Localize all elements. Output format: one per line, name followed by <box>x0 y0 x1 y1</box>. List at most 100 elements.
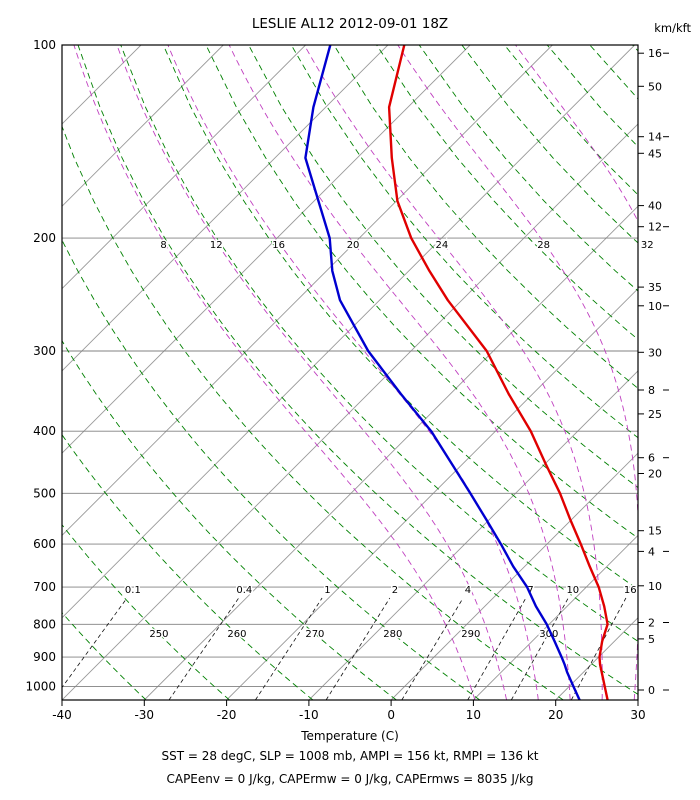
dry-adiabat-line <box>248 45 638 489</box>
isotherm-line <box>62 45 389 372</box>
moist-adiabat-label: 32 <box>641 240 654 251</box>
temp-tick-label: 0 <box>387 708 395 722</box>
isotherm-line <box>390 452 638 700</box>
dry-adiabat-line <box>632 45 638 52</box>
height-kft-label: 40 <box>648 200 662 213</box>
mixing-ratio-line <box>401 597 464 700</box>
height-km-label: 8 <box>648 384 655 397</box>
height-kft-label: 35 <box>648 281 662 294</box>
moist-adiabat-label: 12 <box>210 240 223 251</box>
dry-adiabat-line <box>120 45 638 642</box>
isotherm-line <box>62 45 471 454</box>
mixing-ratio-line <box>255 597 323 700</box>
pressure-tick-label: 900 <box>33 650 56 664</box>
footer-line-1: SST = 28 degC, SLP = 1008 mb, AMPI = 156… <box>161 749 538 763</box>
moist-adiabat-line <box>228 45 571 700</box>
dry-adiabat-line <box>162 45 638 590</box>
mixing-ratio-label: 2 <box>392 585 398 596</box>
height-km-label: 4 <box>648 545 655 558</box>
dry-adiabat-line <box>546 45 638 148</box>
pressure-tick-label: 800 <box>33 617 56 631</box>
isotherm-line <box>62 45 636 619</box>
isotherm-line <box>62 123 638 700</box>
grid-layer <box>0 45 700 700</box>
dry-adiabat-line <box>589 45 638 100</box>
pressure-tick-label: 1000 <box>25 679 56 693</box>
temp-tick-label: -40 <box>52 708 72 722</box>
dry-adiabat-line <box>675 45 700 700</box>
mixing-ratio-label: 0.4 <box>236 585 252 596</box>
pressure-tick-label: 100 <box>33 38 56 52</box>
height-km-label: 16 <box>648 47 662 60</box>
dry-adiabat-label: 290 <box>461 629 480 640</box>
pressure-tick-label: 700 <box>33 580 56 594</box>
mixing-ratio-line <box>62 597 128 689</box>
height-km-label: 14 <box>648 131 662 144</box>
footer-line-2: CAPEenv = 0 J/kg, CAPErmw = 0 J/kg, CAPE… <box>166 772 533 786</box>
pressure-tick-label: 300 <box>33 344 56 358</box>
mixing-ratio-line <box>168 597 240 700</box>
dry-adiabat-line <box>333 45 638 389</box>
dewpoint-curve <box>304 45 581 700</box>
pressure-tick-label: 400 <box>33 424 56 438</box>
isotherm-line <box>143 205 638 700</box>
moist-adiabat-label: 8 <box>160 240 166 251</box>
right-axis-unit-label: km/kft <box>654 21 691 35</box>
isotherm-line <box>308 370 638 700</box>
moist-adiabat-line <box>397 45 638 700</box>
isotherm-line <box>226 287 638 700</box>
dry-adiabat-label: 270 <box>305 629 324 640</box>
height-kft-label: 15 <box>648 525 662 538</box>
chart-title: LESLIE AL12 2012-09-01 18Z <box>252 16 448 32</box>
temp-tick-label: 10 <box>466 708 481 722</box>
temp-tick-label: 30 <box>630 708 645 722</box>
dry-adiabat-label: 280 <box>383 629 402 640</box>
dry-adiabat-line <box>77 45 638 695</box>
dry-adiabat-label: 250 <box>149 629 168 640</box>
temp-tick-label: -20 <box>217 708 237 722</box>
mixing-ratio-line <box>510 597 569 700</box>
moist-adiabat-label: 20 <box>347 240 360 251</box>
temp-tick-label: -10 <box>299 708 319 722</box>
moist-adiabat-line <box>73 45 476 700</box>
mixing-ratio-label: 16 <box>624 585 637 596</box>
mixing-ratio-label: 0.1 <box>125 585 141 596</box>
dry-adiabat-line <box>62 433 314 700</box>
mixing-ratio-line <box>467 597 527 700</box>
temp-tick-label: -30 <box>134 708 154 722</box>
height-kft-label: 45 <box>648 147 662 160</box>
mixing-ratio-label: 7 <box>527 585 533 596</box>
mixing-ratio-label: 4 <box>465 585 471 596</box>
mixing-ratio-line <box>570 597 627 700</box>
dry-adiabat-label: 300 <box>539 629 558 640</box>
dry-adiabat-line <box>376 45 638 341</box>
isotherm-line <box>555 617 638 700</box>
isotherm-line <box>0 45 59 700</box>
temp-tick-label: 20 <box>548 708 563 722</box>
dry-adiabat-line <box>62 524 230 700</box>
height-kft-label: 5 <box>648 633 655 646</box>
height-kft-label: 50 <box>648 80 662 93</box>
dry-adiabat-line <box>62 239 481 700</box>
moist-adiabat-line <box>167 45 539 700</box>
temperature-curve <box>387 45 609 700</box>
height-km-label: 0 <box>648 684 655 697</box>
mixing-ratio-line <box>325 597 391 700</box>
dry-adiabat-line <box>62 125 564 700</box>
dry-adiabat-line <box>62 698 63 700</box>
height-kft-label: 20 <box>648 468 662 481</box>
pressure-tick-label: 500 <box>33 486 56 500</box>
isotherm-line <box>62 45 306 290</box>
moist-adiabat-line <box>303 45 603 700</box>
height-kft-label: 10 <box>648 580 662 593</box>
mixing-ratio-label: 1 <box>324 585 330 596</box>
dry-adiabat-line <box>62 339 397 700</box>
dry-adiabat-line <box>290 45 638 439</box>
dry-adiabat-line <box>62 611 147 700</box>
dry-adiabat-label: 260 <box>227 629 246 640</box>
isotherm-line <box>62 45 553 537</box>
